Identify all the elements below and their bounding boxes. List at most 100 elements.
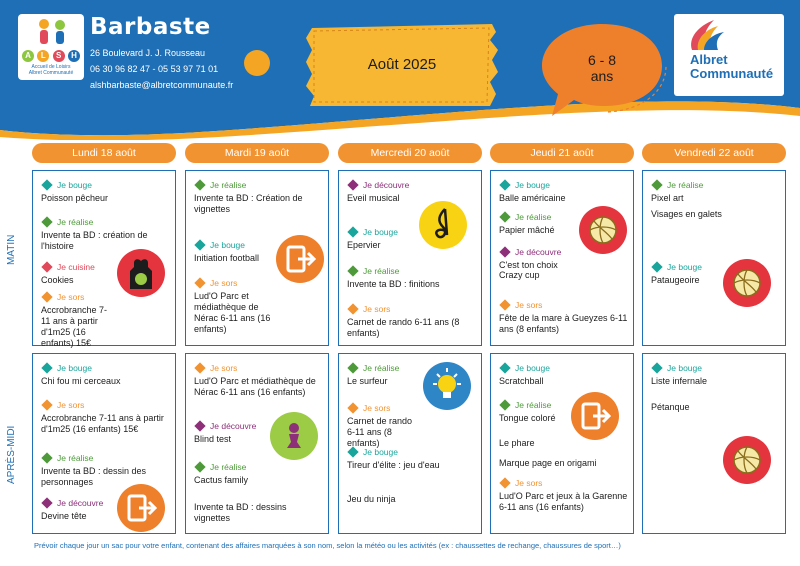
category-diamond-icon xyxy=(41,260,53,273)
category-diamond-icon xyxy=(499,398,511,411)
activity-name: Scratchball xyxy=(499,376,544,386)
category-diamond-icon xyxy=(651,260,663,273)
footer-note: Prévoir chaque jour un sac pour votre en… xyxy=(34,541,621,550)
age-speech-bubble xyxy=(542,24,667,116)
category-label: Je réalise xyxy=(363,265,400,276)
category-label: Je découvre xyxy=(210,420,257,431)
activity-name: Liste infernale xyxy=(651,376,708,386)
activity-name: Pétanque xyxy=(651,402,690,412)
category-label: Je sors xyxy=(57,291,85,302)
activity-item: Je bouge Scratchball xyxy=(499,361,629,387)
category-label: Je bouge xyxy=(363,226,398,237)
address: 26 Boulevard J. J. Rousseau xyxy=(90,48,206,58)
activity-category: Je découvre xyxy=(194,419,268,432)
activity-item: Je bouge Balle américaine xyxy=(499,178,577,204)
activity-name: Fête de la mare à Gueyzes 6-11 ans (8 en… xyxy=(499,313,628,334)
cell-monday-afternoon: Je bouge Chi fou mi cerceaux Je sors Accrob… xyxy=(32,353,176,534)
activity-category: Je sors xyxy=(347,302,477,315)
activity-category: Je réalise xyxy=(347,264,477,277)
logo-subtitle: Accueil de Loisirs Albret Communauté xyxy=(20,64,82,76)
activity-name: Chi fou mi cerceaux xyxy=(41,376,121,386)
activity-item: Je bouge Pataugeoire xyxy=(651,260,721,286)
category-label: Je réalise xyxy=(363,362,400,373)
activity-item: Je découvre Devine tête xyxy=(41,496,115,522)
day-header-thursday: Jeudi 21 août xyxy=(490,143,634,163)
category-label: Je sors xyxy=(363,303,391,314)
category-label: Je bouge xyxy=(57,179,92,190)
category-label: Je bouge xyxy=(515,362,550,373)
category-diamond-icon xyxy=(194,361,206,374)
activity-name: Pataugeoire xyxy=(651,275,700,285)
game-pawn-icon xyxy=(270,412,318,460)
activity-category: Je bouge xyxy=(347,225,417,238)
category-diamond-icon xyxy=(499,298,511,311)
category-label: Je bouge xyxy=(57,362,92,373)
activity-name: Visages en galets xyxy=(651,209,722,219)
age-range-numbers: 6 - 8 xyxy=(587,52,616,68)
activity-name: Crazy cup xyxy=(499,270,540,280)
category-label: Je bouge xyxy=(667,362,702,373)
category-diamond-icon xyxy=(347,401,359,414)
activity-name: Cactus family xyxy=(194,475,249,485)
category-label: Je bouge xyxy=(210,239,245,250)
category-label: Je bouge xyxy=(515,179,550,190)
cell-friday-afternoon: Je bouge Liste infernale Pétanque xyxy=(642,353,786,534)
category-diamond-icon xyxy=(499,476,511,489)
activity-item: Je bouge Epervier xyxy=(347,225,417,251)
volleyball-icon xyxy=(579,206,627,254)
activity-item: Le phare xyxy=(499,435,569,449)
activity-category: Je sors xyxy=(41,398,171,411)
activity-category: Je bouge xyxy=(651,361,781,374)
music-note-icon xyxy=(419,201,467,249)
activity-item: Je découvre Eveil musical xyxy=(347,178,417,204)
category-diamond-icon xyxy=(41,290,53,303)
category-label: Je découvre xyxy=(363,179,410,190)
period-label-morning: MATIN xyxy=(6,234,17,266)
activity-item: Je cuisine Cookies xyxy=(41,260,115,286)
activity-name: Eveil musical xyxy=(347,193,400,203)
category-label: Je réalise xyxy=(515,211,552,222)
outing-exit-icon xyxy=(276,235,324,283)
activity-name: Lud'O Parc et médiathèque de Nérac 6-11 … xyxy=(194,291,271,334)
activity-category: Je découvre xyxy=(347,178,417,191)
activity-item: Je découvre Blind test xyxy=(194,419,268,445)
activity-name: Initiation football xyxy=(194,253,260,263)
activity-category: Je réalise xyxy=(194,178,324,191)
category-label: Je sors xyxy=(363,402,391,413)
activity-item: Je sors Carnet de rando 6-11 ans (8 enfan… xyxy=(347,302,477,339)
activity-category: Je réalise xyxy=(651,178,781,191)
email: alshbarbaste@albretcommunaute.fr xyxy=(90,80,234,90)
category-label: Je réalise xyxy=(210,179,247,190)
activity-item: Je réalise Invente ta BD : création de l'… xyxy=(41,215,171,252)
logo-sub-line-1: Accueil de Loisirs xyxy=(31,64,71,70)
activity-item: Je découvre C'est ton choix xyxy=(499,245,577,271)
category-label: Je découvre xyxy=(515,246,562,257)
category-diamond-icon xyxy=(41,361,53,374)
cell-tuesday-morning: Je réalise Invente ta BD : Création de vi… xyxy=(185,170,329,346)
activity-name: Invente ta BD : dessin des personnages xyxy=(41,466,147,487)
activity-category: Je découvre xyxy=(499,245,577,258)
activity-name: Invente ta BD : création de l'histoire xyxy=(41,230,148,251)
activity-name: Jeu du ninja xyxy=(347,494,396,504)
flame-logo-icon xyxy=(691,20,724,50)
activity-category: Je réalise xyxy=(194,460,324,473)
category-diamond-icon xyxy=(347,361,359,374)
activity-item: Je réalise Papier mâché xyxy=(499,210,577,236)
cell-friday-morning: Je réalise Pixel art Visages en galets Je b… xyxy=(642,170,786,346)
activity-category: Je sors xyxy=(194,361,324,374)
activity-name: Pixel art xyxy=(651,193,684,203)
activity-item: Marque page en origami xyxy=(499,455,629,469)
logo-sub-line-2: Albret Communauté xyxy=(28,70,74,76)
activity-item: Je bouge Tireur d'élite : jeu d'eau xyxy=(347,445,477,471)
cell-tuesday-afternoon: Je sors Lud'O Parc et médiathèque de Néra… xyxy=(185,353,329,534)
activity-category: Je réalise xyxy=(41,215,171,228)
activity-name: Carnet de rando 6-11 ans (8 enfants) xyxy=(347,317,460,338)
cell-wednesday-afternoon: Je réalise Le surfeur Je sors Carnet de ran… xyxy=(338,353,482,534)
activity-name: Tireur d'élite : jeu d'eau xyxy=(347,460,440,470)
category-diamond-icon xyxy=(41,398,53,411)
category-label: Je réalise xyxy=(667,179,704,190)
category-label: Je sors xyxy=(210,362,238,373)
logo-letter-l: L xyxy=(37,50,50,62)
activity-category: Je découvre xyxy=(41,496,115,509)
activity-item: Je réalise Invente ta BD : Création de vi… xyxy=(194,178,324,215)
